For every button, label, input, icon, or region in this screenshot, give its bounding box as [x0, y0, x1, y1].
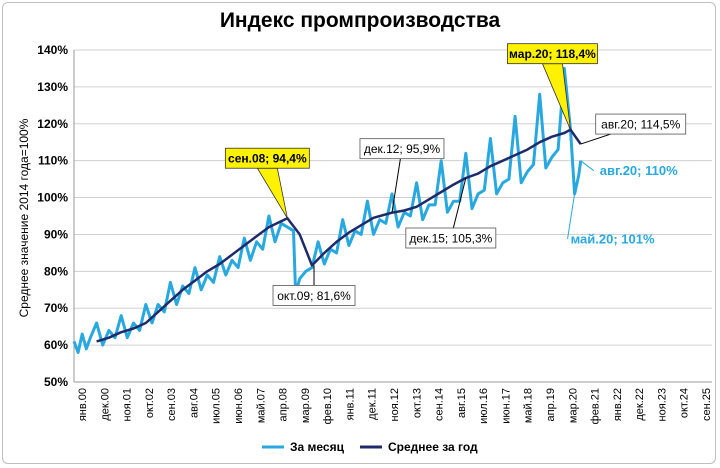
annotation-box [595, 113, 687, 135]
x-tick-label: фев.21 [590, 388, 602, 424]
x-tick-label: авг.15 [456, 388, 468, 418]
annotation-leader [567, 193, 576, 239]
x-tick-label: окт.02 [144, 388, 156, 418]
x-tick-label: дек.11 [367, 388, 379, 420]
annotation-label: дек.15; 105,3% [409, 232, 492, 246]
y-tick-label: 120% [37, 117, 68, 131]
x-tick-label: май.07 [255, 388, 267, 423]
annotation-label: авг.20; 110% [600, 163, 678, 178]
x-tick-label: окт.13 [411, 388, 423, 418]
x-tick-label: фев.10 [322, 388, 334, 424]
gridlines [73, 49, 712, 383]
y-tick-label: 110% [38, 154, 68, 168]
x-tick-label: янв.00 [77, 388, 89, 421]
y-axis-label: Среднее значение 2014 года=100% [17, 118, 31, 317]
y-tick-label: 50% [44, 375, 68, 389]
x-tick-label: дек.00 [99, 388, 111, 421]
x-tick-label: мар.09 [300, 388, 312, 423]
annotation-label: дек.12; 95,9% [364, 142, 441, 156]
x-tick-label: июл.16 [478, 388, 490, 424]
y-tick-label: 130% [37, 80, 68, 94]
x-tick-label: апр.08 [278, 388, 290, 421]
x-tick-label: сен.14 [434, 388, 446, 421]
series-monthly-line [72, 66, 583, 354]
callout-box [507, 43, 598, 65]
series-lines [72, 66, 583, 354]
series-annual-line [96, 128, 582, 343]
annotation-label: сен.08; 94,4% [228, 152, 307, 166]
annotation-label: май.20; 101% [571, 231, 655, 246]
y-tick-label: 70% [44, 301, 68, 315]
y-tick-label: 60% [44, 338, 68, 352]
legend: За месяц Среднее за год [262, 440, 478, 454]
y-tick-label: 80% [44, 264, 68, 278]
x-tick-label: окт.24 [679, 388, 691, 418]
x-tick-label: мар.20 [567, 388, 579, 423]
chart-title: Индекс промпроизводства [220, 9, 501, 32]
x-tick-label: июл.05 [211, 388, 223, 424]
callout-box [224, 147, 310, 169]
x-tick-label: ноя.01 [122, 388, 134, 421]
x-tick-label: апр.19 [545, 388, 557, 421]
y-tick-label: 140% [37, 43, 68, 57]
x-tick-label: янв.11 [344, 388, 356, 420]
x-tick-label: ноя.12 [389, 388, 401, 421]
x-tick-label: дек.22 [634, 388, 646, 421]
x-tick-label: сен.03 [166, 388, 178, 421]
legend-label: За месяц [290, 440, 345, 454]
x-tick-label: июн.06 [233, 388, 245, 424]
x-tick-label: янв.22 [612, 388, 624, 421]
annotation-leader [580, 160, 595, 172]
y-tick-label: 100% [37, 191, 68, 205]
x-tick-label: сен.25 [701, 388, 713, 421]
x-tick-label: май.18 [523, 388, 535, 423]
x-tick-labels: янв.00 дек.00 ноя.01 окт.02 сен.03 авг.04 июл.… [77, 388, 713, 424]
annotation-label: мар.20; 118,4% [509, 47, 596, 61]
legend-label: Среднее за год [388, 440, 478, 454]
x-tick-label: авг.04 [188, 388, 200, 418]
x-tick-label: июн.17 [500, 388, 512, 424]
annotations: сен.08; 94,4% окт.09; 81,6% дек.12; 95,9% д… [224, 43, 687, 306]
annotation-box [272, 285, 356, 306]
annotation-box [359, 138, 445, 160]
annotation-label: авг.20; 114,5% [601, 118, 680, 132]
y-tick-labels: 50% 60% 70% 80% 90% 100% 110% 120% 130% 140% [37, 43, 68, 389]
x-tick-label: ноя.23 [656, 388, 668, 421]
annotation-leader [391, 148, 403, 213]
annotation-label: окт.09; 81,6% [277, 289, 351, 303]
annotation-box [405, 227, 497, 249]
y-tick-label: 90% [44, 227, 68, 241]
callout-pointer [256, 167, 288, 219]
